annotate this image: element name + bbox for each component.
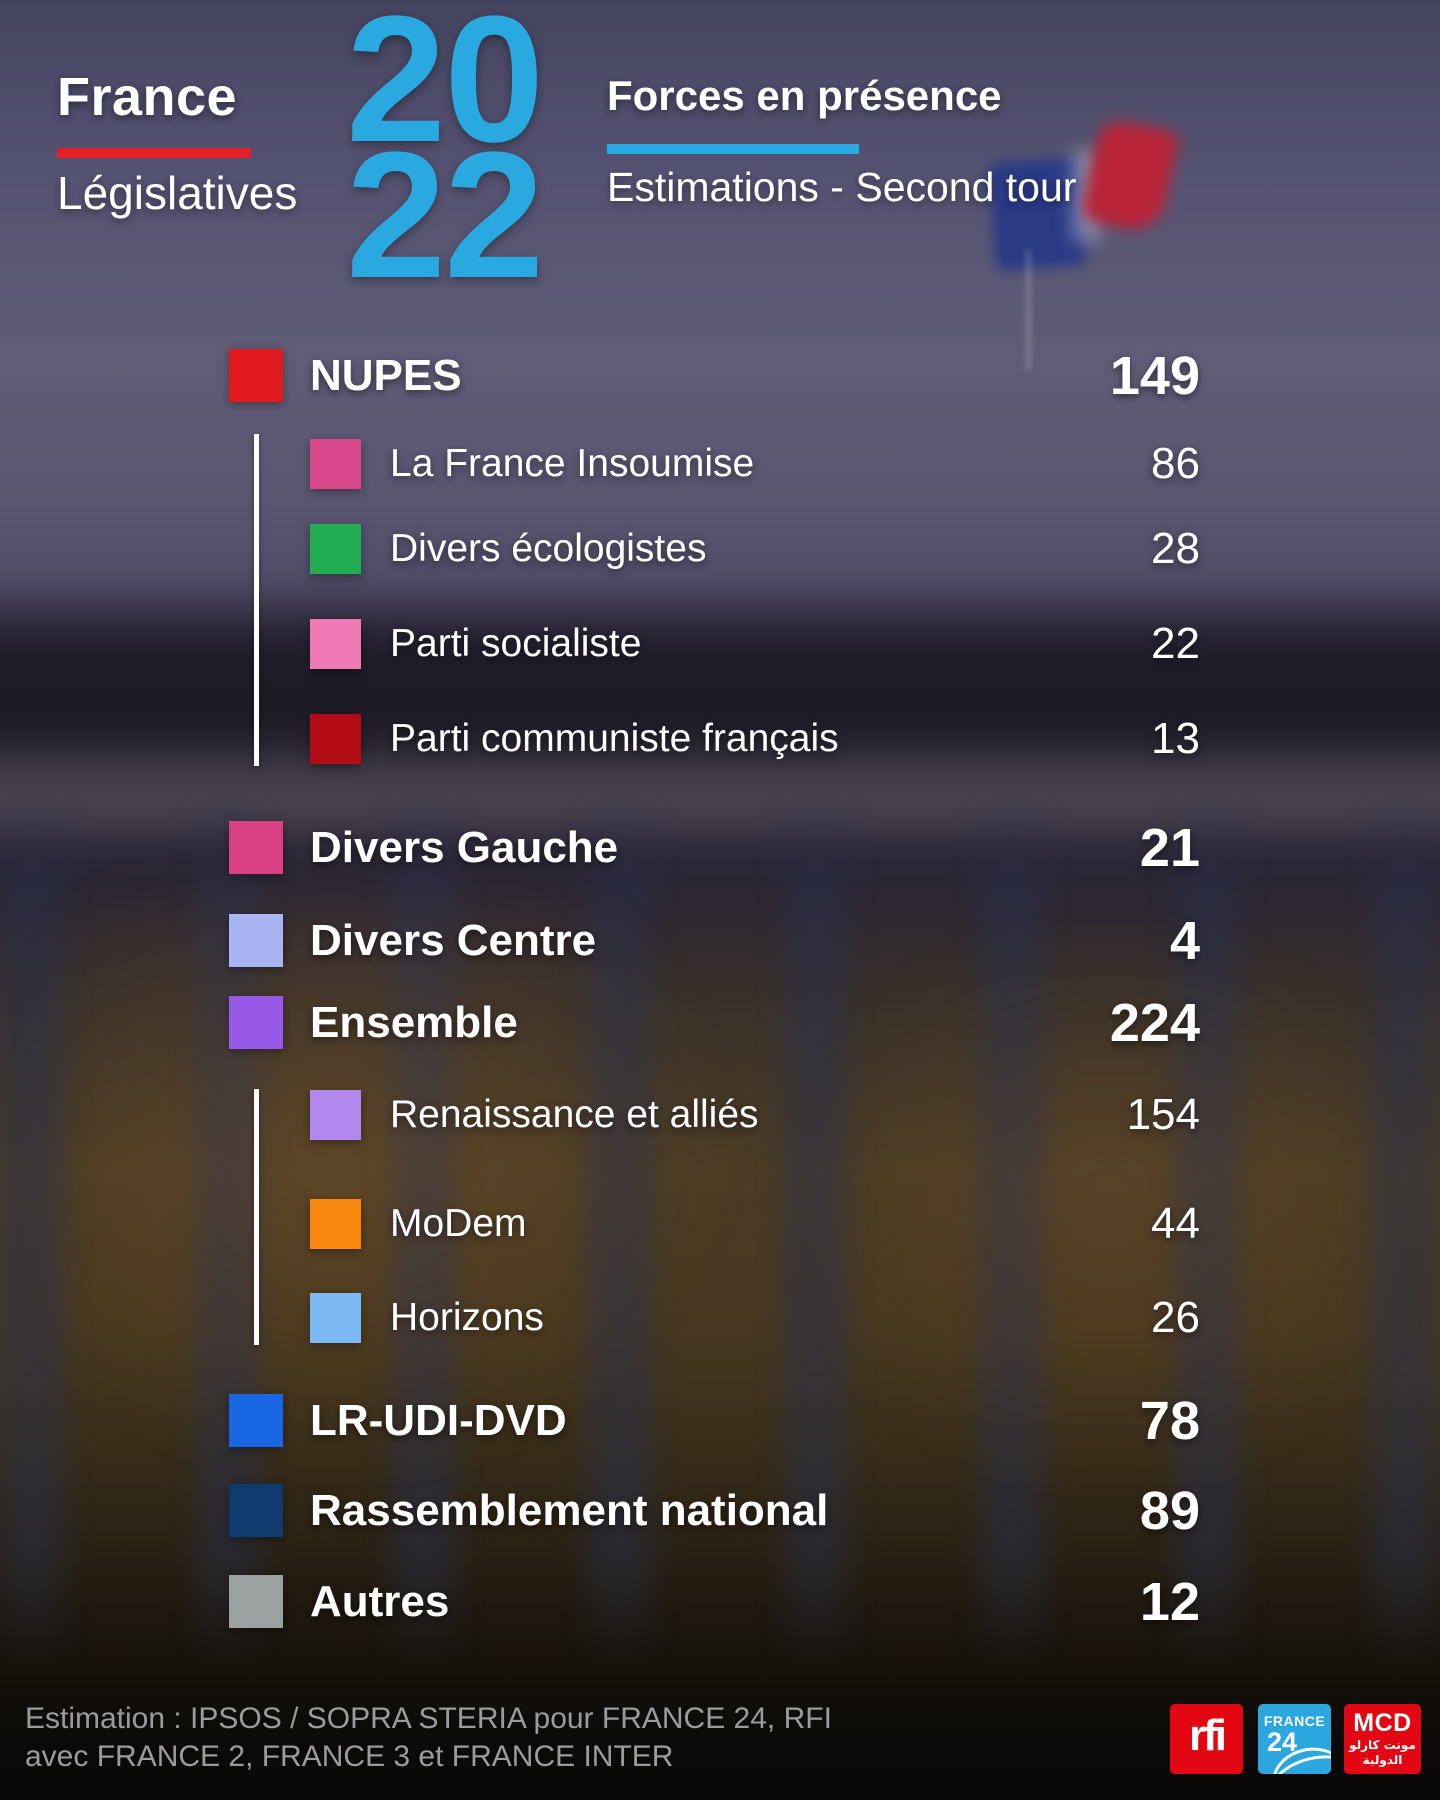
mcd-logo-text: MCD	[1353, 1709, 1412, 1737]
party-label: La France Insoumise	[390, 442, 755, 485]
brand-block: France Législatives	[57, 66, 297, 219]
party-label: Rassemblement national	[310, 1486, 829, 1535]
party-row-lfi: La France Insoumise 86	[0, 424, 1200, 504]
party-value: 28	[1151, 524, 1200, 573]
rfi-logo: rfi	[1170, 1704, 1243, 1774]
party-value: 78	[1139, 1391, 1200, 1451]
party-row-horizons: Horizons 26	[0, 1278, 1200, 1358]
party-color-swatch	[310, 439, 361, 489]
party-label: MoDem	[390, 1202, 527, 1245]
france24-logo-number: 24	[1267, 1727, 1298, 1757]
party-value: 154	[1126, 1090, 1200, 1139]
party-color-swatch	[229, 1575, 283, 1628]
party-value: 12	[1139, 1572, 1200, 1632]
party-color-swatch	[310, 619, 361, 669]
party-row-nupes: NUPES 149	[0, 336, 1200, 416]
party-label: Renaissance et alliés	[390, 1093, 759, 1136]
brand-underline	[57, 148, 251, 158]
party-color-swatch	[229, 821, 283, 874]
party-row-parti-socialiste: Parti socialiste 22	[0, 604, 1200, 684]
year-line-1: 20	[346, 0, 544, 180]
party-label: Horizons	[390, 1296, 544, 1339]
party-color-swatch	[310, 524, 361, 574]
year-2022: 20 22	[346, 0, 544, 316]
title-underline	[607, 144, 859, 154]
party-row-autres: Autres 12	[0, 1562, 1200, 1642]
party-label: Divers Gauche	[310, 823, 619, 872]
party-color-swatch	[310, 714, 361, 764]
france24-logo: FRANCE 24	[1258, 1704, 1331, 1774]
party-value: 149	[1109, 346, 1200, 406]
source-line-2: avec FRANCE 2, FRANCE 3 et FRANCE INTER	[25, 1740, 674, 1773]
group-connector-ensemble	[254, 1089, 259, 1345]
party-label: Ensemble	[310, 998, 518, 1047]
party-label: Divers Centre	[310, 916, 597, 965]
party-color-swatch	[310, 1090, 361, 1140]
party-value: 21	[1139, 818, 1200, 878]
party-color-swatch	[229, 349, 283, 402]
party-row-renaissance: Renaissance et alliés 154	[0, 1075, 1200, 1155]
party-color-swatch	[229, 1484, 283, 1537]
source-attribution: Estimation : IPSOS / SOPRA STERIA pour F…	[25, 1700, 832, 1776]
party-color-swatch	[229, 914, 283, 967]
brand-title: France	[57, 67, 238, 127]
page-subtitle: Estimations - Second tour	[607, 164, 1077, 210]
page-title: Forces en présence	[607, 72, 1002, 119]
party-row-modem: MoDem 44	[0, 1184, 1200, 1264]
source-line-1: Estimation : IPSOS / SOPRA STERIA pour F…	[25, 1702, 832, 1735]
party-color-swatch	[310, 1199, 361, 1249]
french-flag-red	[1080, 116, 1180, 236]
party-value: 89	[1139, 1481, 1200, 1541]
party-label: Divers écologistes	[390, 527, 707, 570]
party-row-divers-gauche: Divers Gauche 21	[0, 808, 1200, 888]
year-line-2: 22	[346, 115, 544, 316]
party-color-swatch	[310, 1293, 361, 1343]
party-value: 4	[1169, 911, 1200, 971]
mcd-logo-arabic-line2: الدولية	[1362, 1753, 1403, 1767]
party-value: 26	[1151, 1293, 1200, 1342]
group-connector-nupes	[254, 434, 259, 766]
party-row-divers-ecologistes: Divers écologistes 28	[0, 509, 1200, 589]
mcd-logo-arabic-line1: مونت كارلو	[1349, 1738, 1416, 1752]
party-label: Parti communiste français	[390, 717, 839, 760]
party-value: 44	[1151, 1199, 1200, 1248]
mcd-logo: MCD مونت كارلو الدولية	[1344, 1704, 1421, 1774]
party-row-lr-udi-dvd: LR-UDI-DVD 78	[0, 1381, 1200, 1461]
party-row-pcf: Parti communiste français 13	[0, 699, 1200, 779]
party-label: LR-UDI-DVD	[310, 1396, 567, 1445]
party-color-swatch	[229, 996, 283, 1049]
party-label: NUPES	[310, 351, 462, 400]
party-value: 86	[1151, 439, 1200, 488]
party-row-rassemblement-national: Rassemblement national 89	[0, 1471, 1200, 1551]
rfi-logo-text: rfi	[1189, 1711, 1227, 1760]
section-header: Forces en présence Estimations - Second …	[607, 72, 1076, 210]
party-row-ensemble: Ensemble 224	[0, 983, 1200, 1063]
party-label: Parti socialiste	[390, 622, 642, 665]
party-color-swatch	[229, 1394, 283, 1447]
party-label: Autres	[310, 1577, 450, 1626]
party-value: 22	[1151, 619, 1200, 668]
brand-subtitle: Législatives	[57, 167, 298, 219]
party-value: 13	[1151, 714, 1200, 763]
france24-logo-text: FRANCE	[1263, 1713, 1326, 1729]
party-value: 224	[1109, 993, 1200, 1053]
party-row-divers-centre: Divers Centre 4	[0, 901, 1200, 981]
